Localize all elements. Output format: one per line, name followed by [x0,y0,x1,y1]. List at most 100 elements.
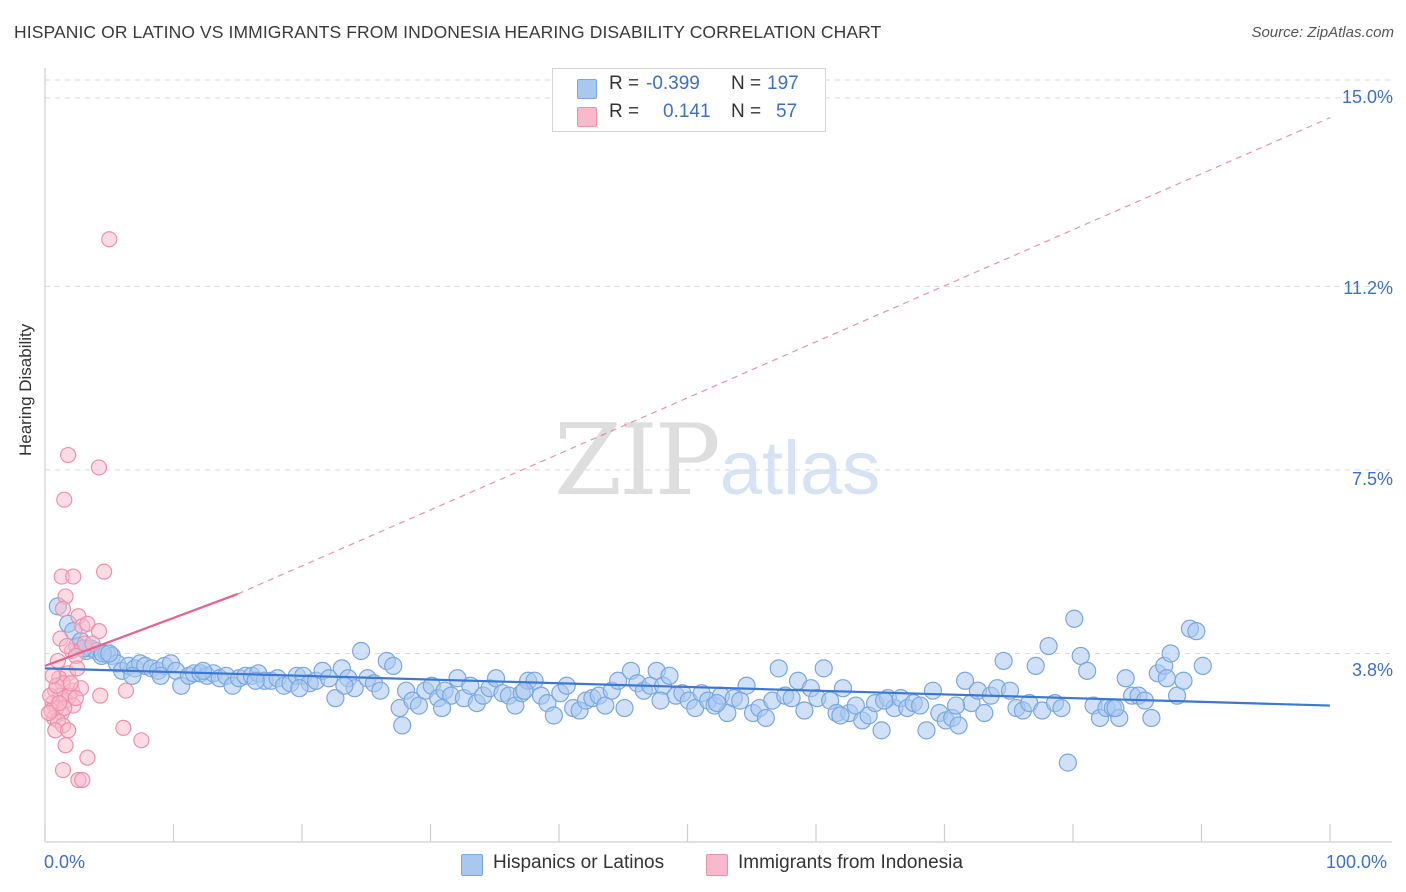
hispanic-point [246,671,265,690]
hispanic-point [1039,636,1058,656]
hispanic-point [290,679,309,698]
source-credit: Source: ZipAtlas.com [1251,24,1394,41]
hispanic-point [795,701,814,720]
hispanic-point [615,698,634,718]
hispanic-point [1174,671,1193,690]
legend-n-label: N = [731,73,762,94]
hispanic-point [515,681,534,700]
hispanic-point [1142,708,1161,728]
hispanic-point [707,693,727,713]
indonesia-point [133,732,150,749]
watermark-zip: ZIP [554,404,721,518]
legend-swatch-pink [706,854,728,876]
y-tick-label: 7.5% [1351,469,1393,489]
indonesia-point [117,682,135,699]
hispanic-point [544,706,563,725]
indonesia-point [74,771,91,789]
hispanic-trend-line [44,667,1331,707]
legend-label: Hispanics or Latinos [493,852,665,873]
chart-title: HISPANIC OR LATINO VS IMMIGRANTS FROM IN… [14,22,882,42]
hispanic-point [326,689,345,708]
legend-swatch-pink [577,107,597,127]
legend-swatch-blue [577,79,597,99]
indonesia-point [56,491,73,508]
indonesia-point [92,687,109,704]
hispanic-point [432,698,452,718]
indonesia-point [57,737,74,754]
watermark-atlas: atlas [719,426,881,511]
hispanic-point [910,696,930,715]
legend-swatch-blue [461,854,483,876]
indonesia-point [60,446,77,464]
legend-n-value: 57 [776,101,798,122]
indonesia-point [54,600,72,617]
hispanic-point [1065,609,1084,628]
hispanic-point [371,681,390,700]
indonesia-point [115,719,132,736]
hispanic-point [1078,661,1097,680]
indonesia-point [62,675,79,692]
indonesia-point [90,459,108,476]
hispanic-point [782,689,801,708]
indonesia-trend-dashed [237,117,1331,595]
hispanic-point [660,666,679,685]
hispanic-point [875,691,894,710]
hispanic-point [756,708,775,728]
y-tick-label: 3.8% [1351,660,1393,680]
hispanic-point [319,669,339,688]
indonesia-trend-line [44,592,239,667]
hispanic-point [923,681,943,700]
hispanic-point [100,644,119,663]
hispanic-point [651,691,670,710]
hispanic-point [1187,622,1206,641]
hispanic-point [557,676,576,695]
hispanic-point [737,676,756,695]
hispanic-point [1193,656,1212,675]
indonesia-point [79,615,96,632]
legend-n-label: N = [731,101,762,122]
x-tick-label-max: 100.0% [1326,852,1388,872]
hispanic-point [1161,644,1180,663]
legend-r-label: R = [609,73,640,94]
hispanic-point [1106,698,1125,718]
hispanic-point [151,666,170,685]
legend-r-label: R = [609,101,640,122]
y-axis-label: Hearing Disability [16,323,35,456]
hispanic-point [1052,698,1071,718]
indonesia-point [67,690,84,707]
indonesia-point [51,694,68,712]
x-tick-label-min: 0.0% [44,852,86,872]
indonesia-point [101,231,118,248]
legend-row-hispanic: R = -0.399 N = 197 [553,73,825,101]
hispanic-point [872,721,891,740]
hispanic-point [831,706,850,725]
hispanic-point [833,679,853,698]
hispanic-point [1058,753,1077,772]
hispanic-point [814,659,833,678]
legend-label: Immigrants from Indonesia [738,852,963,873]
hispanic-point [975,703,994,723]
watermark: ZIPatlas [554,404,880,518]
hispanic-point [1000,681,1020,700]
indonesia-point [44,667,61,684]
hispanic-point [352,641,371,661]
legend-row-indonesia: R = 0.141 N = 57 [553,101,825,129]
legend-item-hispanic: Hispanics or Latinos [461,852,681,876]
hispanic-point [917,721,936,740]
indonesia-point [65,568,82,585]
hispanic-point [1116,669,1135,688]
legend-item-indonesia: Immigrants from Indonesia [706,852,986,876]
hispanic-point [193,661,213,680]
legend-r-value: -0.399 [646,73,700,94]
hispanic-point [949,716,968,735]
correlation-legend: R = -0.399 N = 197 R = 0.141 N = 57 [552,68,826,132]
y-tick-label: 15.0% [1341,87,1393,107]
indonesia-point [79,749,96,766]
legend-r-value: 0.141 [663,101,711,122]
indonesia-point [60,722,77,739]
hispanic-point [1026,656,1045,675]
hispanic-point [994,651,1013,671]
indonesia-point [96,563,113,580]
hispanic-point [384,656,403,675]
